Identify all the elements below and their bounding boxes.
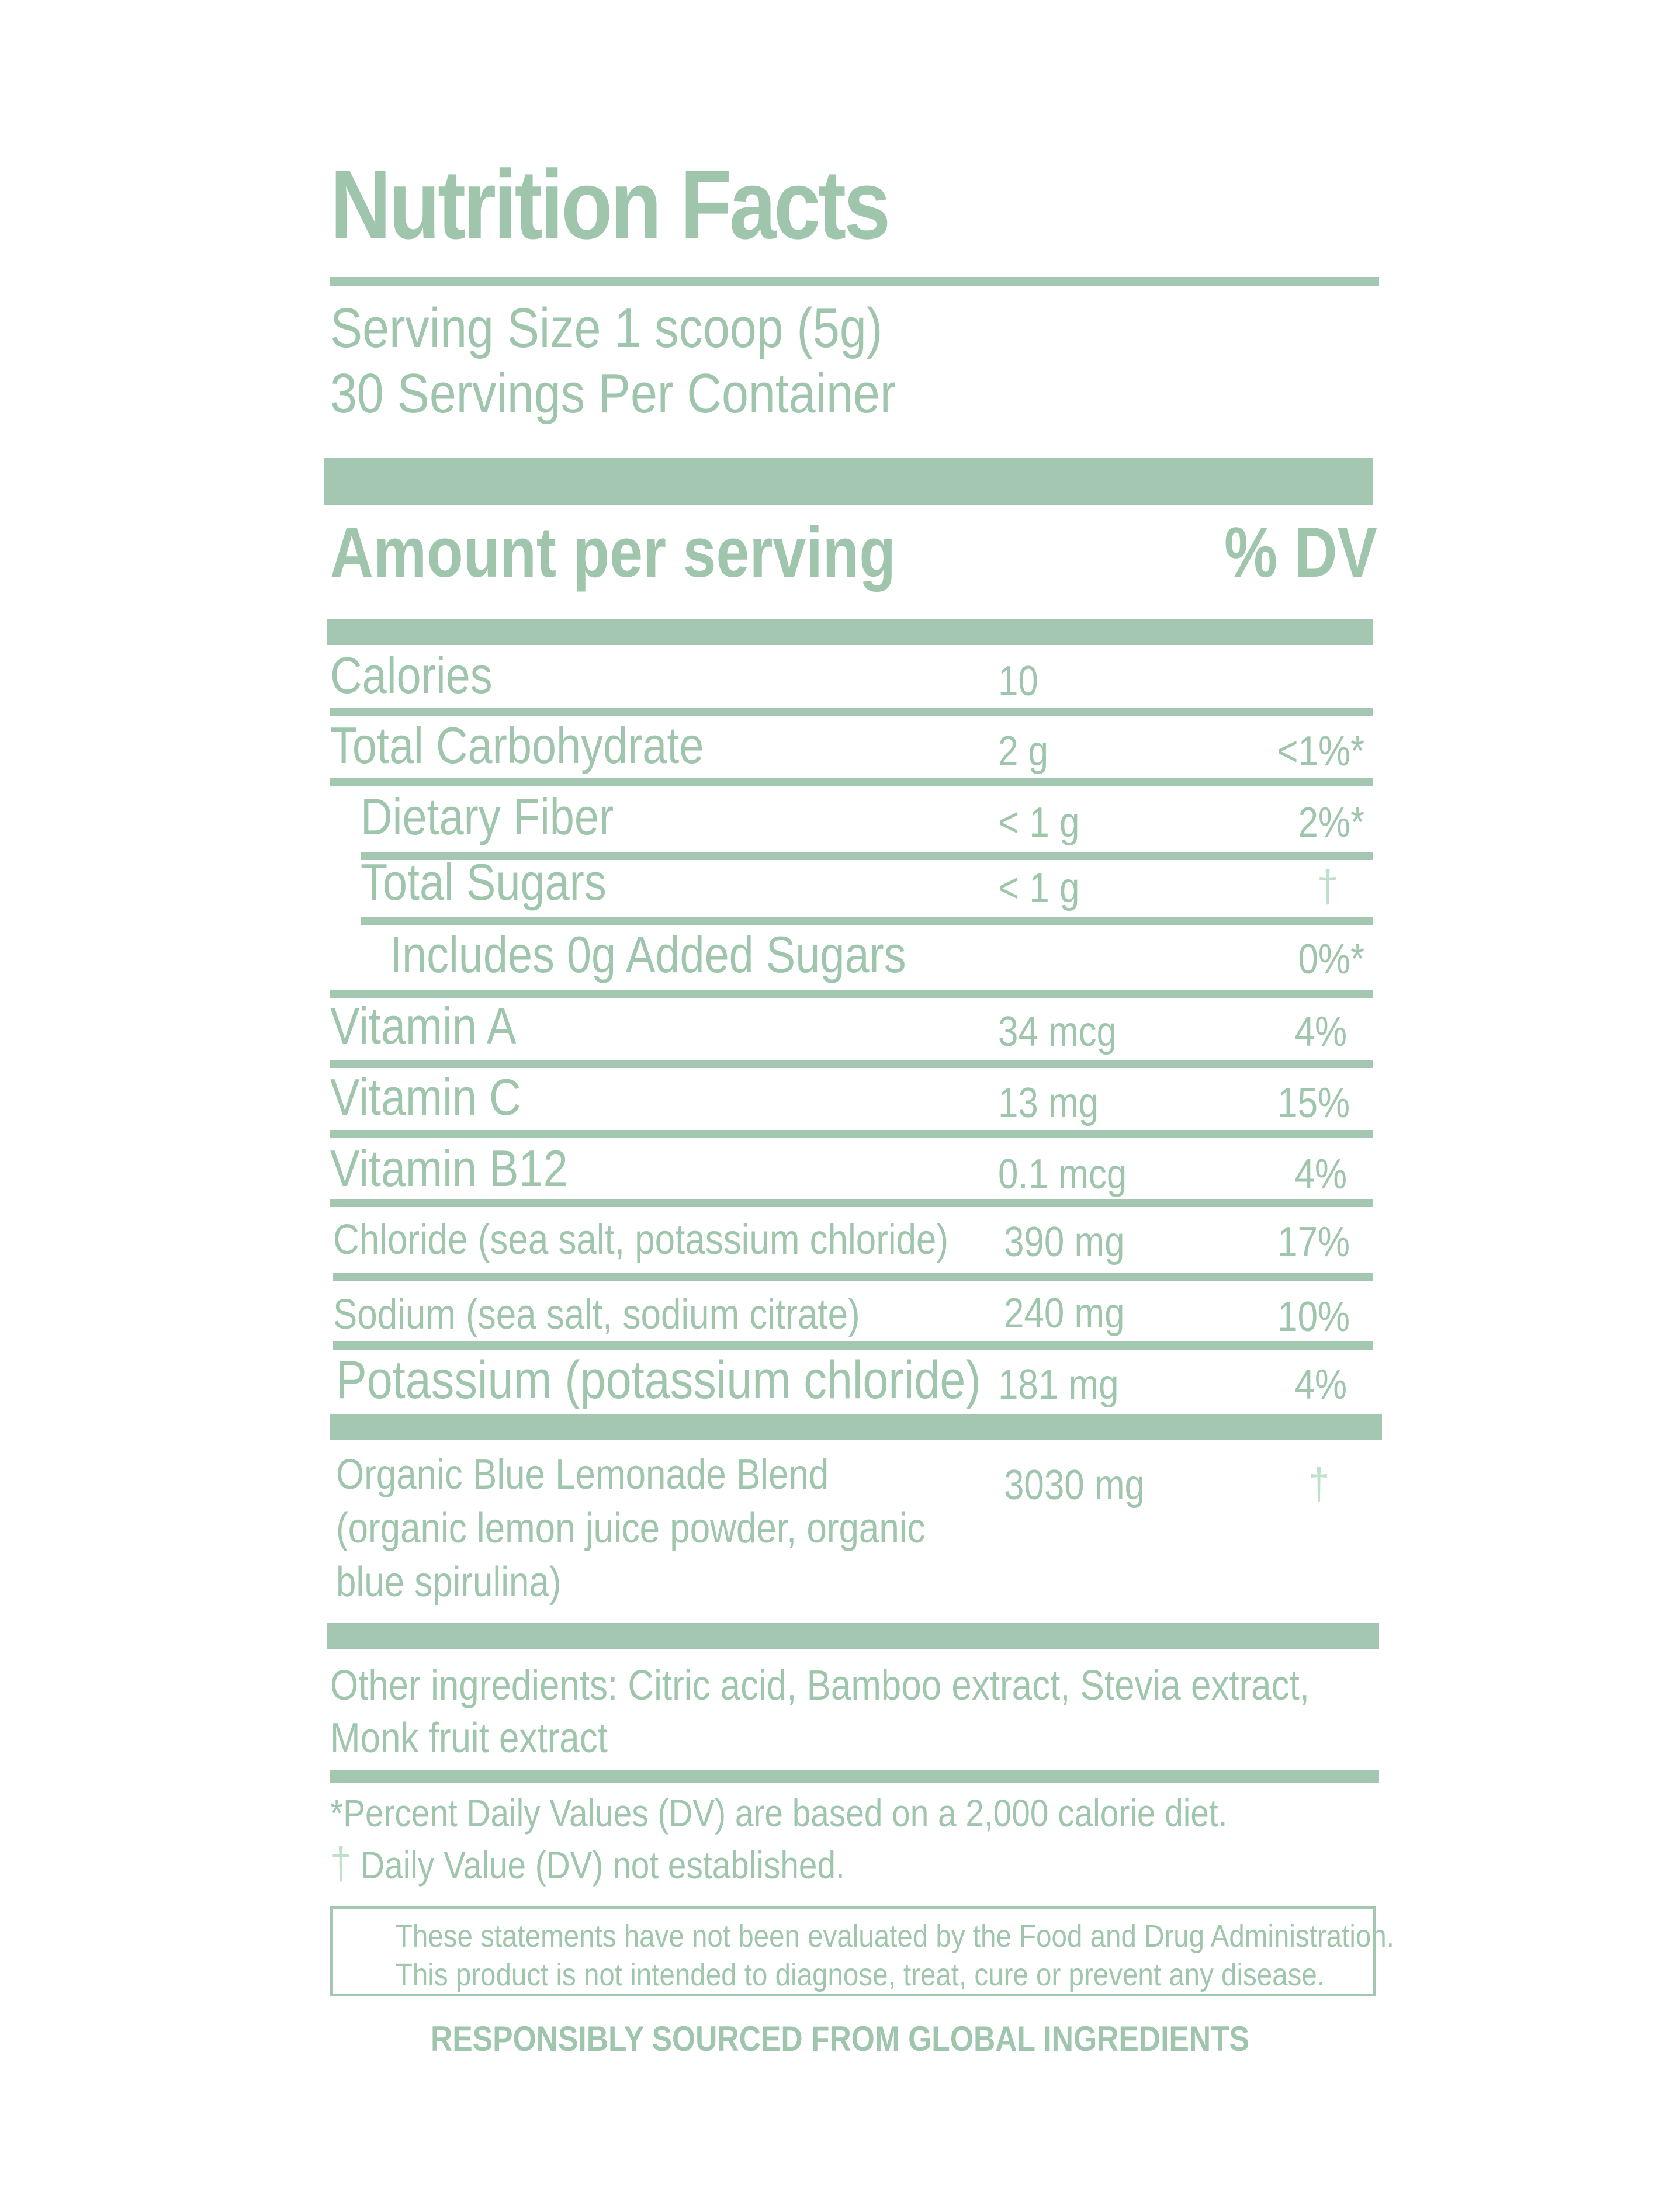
section-rule [327,1623,1379,1649]
row-dv-vitamin-c: 15% [1277,1080,1350,1126]
row-dv-total-carbohydrate: <1%* [1277,728,1364,775]
row-amount-potassium: 181 mg [998,1361,1119,1408]
row-dv-total-sugars-dagger-icon: † [1317,862,1338,911]
row-divider [330,1060,1373,1068]
section-rule [330,1414,1382,1440]
row-divider [330,778,1373,786]
row-amount-total-sugars: < 1 g [998,865,1080,911]
row-dv-added-sugars: 0%* [1298,936,1364,983]
blend-line-2: (organic lemon juice powder, organic [336,1505,926,1552]
row-label-vitamin-b12: Vitamin B12 [330,1139,568,1197]
section-rule [330,1770,1379,1783]
row-amount-sodium: 240 mg [1004,1290,1125,1337]
amount-per-serving-heading: Amount per serving [330,512,896,592]
row-label-potassium: Potassium (potassium chloride) [336,1350,981,1410]
row-divider [330,708,1373,716]
row-divider [333,1341,1373,1350]
row-label-added-sugars: Includes 0g Added Sugars [390,925,906,983]
fda-disclaimer-box: These statements have not been evaluated… [330,1906,1394,1996]
servings-per-container: 30 Servings Per Container [330,362,896,425]
row-label-sodium: Sodium (sea salt, sodium citrate) [333,1291,860,1338]
thick-rule [324,458,1373,505]
dagger-icon: † [330,1839,352,1888]
title-rule [330,277,1379,286]
row-divider [330,990,1373,998]
other-ingredients-line-2: Monk fruit extract [330,1715,608,1762]
other-ingredients-line-1: Other ingredients: Citric acid, Bamboo e… [330,1662,1310,1709]
row-dv-vitamin-a: 4% [1294,1008,1347,1055]
row-label-vitamin-a: Vitamin A [330,997,517,1055]
disclaimer-line-2: This product is not intended to diagnose… [395,1957,1325,1992]
blend-description: Organic Blue Lemonade Blend (organic lem… [336,1448,925,1609]
blend-line-1: Organic Blue Lemonade Blend [336,1451,829,1498]
percent-footnote: *Percent Daily Values (DV) are based on … [330,1791,1228,1835]
label-title: Nutrition Facts [330,150,891,259]
row-dv-sodium: 10% [1277,1294,1350,1340]
blend-amount: 3030 mg [1004,1462,1145,1509]
row-label-chloride: Chloride (sea salt, potassium chloride) [333,1216,949,1263]
header-rule [327,619,1373,645]
row-label-calories: Calories [330,646,493,704]
row-label-total-carbohydrate: Total Carbohydrate [330,716,704,774]
blend-line-3: blue spirulina) [336,1559,562,1606]
row-label-vitamin-c: Vitamin C [330,1068,521,1126]
row-divider [330,1199,1373,1207]
dagger-footnote-text: Daily Value (DV) not established. [361,1843,845,1887]
row-label-dietary-fiber: Dietary Fiber [361,788,614,845]
row-dv-dietary-fiber: 2%* [1298,799,1364,846]
row-divider [361,917,1373,925]
dagger-footnote: † Daily Value (DV) not established. [330,1842,845,1886]
row-label-total-sugars: Total Sugars [361,853,607,911]
row-amount-total-carbohydrate: 2 g [998,728,1049,775]
row-dv-potassium: 4% [1294,1361,1347,1408]
blend-dv-dagger-icon: † [1308,1459,1329,1509]
row-amount-vitamin-c: 13 mg [998,1080,1099,1126]
row-divider [330,1130,1373,1138]
row-amount-chloride: 390 mg [1004,1219,1125,1266]
dv-heading: % DV [1224,512,1377,592]
sourced-tagline: RESPONSIBLY SOURCED FROM GLOBAL INGREDIE… [0,2019,1680,2059]
row-dv-chloride: 17% [1277,1219,1350,1266]
other-ingredients: Other ingredients: Citric acid, Bamboo e… [330,1659,1310,1764]
row-amount-vitamin-a: 34 mcg [998,1008,1117,1055]
disclaimer-line-1: These statements have not been evaluated… [395,1919,1394,1954]
row-divider [361,852,1373,860]
row-amount-calories: 10 [998,658,1038,705]
row-dv-vitamin-b12: 4% [1294,1151,1347,1198]
row-amount-dietary-fiber: < 1 g [998,799,1080,846]
row-amount-vitamin-b12: 0.1 mcg [998,1151,1127,1198]
row-divider [333,1273,1373,1281]
sourced-text: RESPONSIBLY SOURCED FROM GLOBAL INGREDIE… [430,2019,1250,2058]
serving-size: Serving Size 1 scoop (5g) [330,297,883,359]
